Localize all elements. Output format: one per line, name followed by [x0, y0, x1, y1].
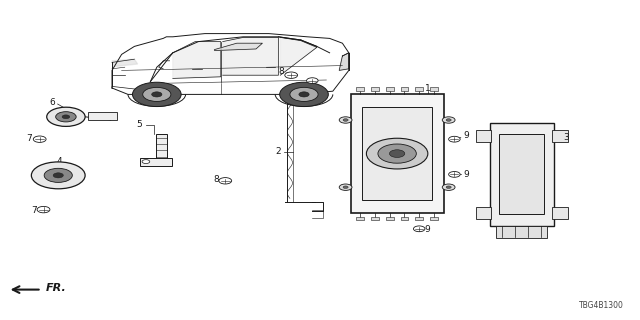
Circle shape — [339, 184, 352, 190]
Text: 9: 9 — [425, 225, 430, 234]
Circle shape — [442, 117, 455, 123]
Bar — [496, 226, 547, 238]
Bar — [351, 94, 444, 213]
Bar — [362, 107, 432, 200]
Bar — [430, 87, 438, 91]
Circle shape — [31, 162, 85, 189]
Circle shape — [142, 160, 150, 164]
Polygon shape — [223, 37, 278, 75]
Circle shape — [389, 150, 405, 157]
Circle shape — [290, 87, 318, 101]
Circle shape — [37, 206, 50, 213]
Circle shape — [33, 136, 46, 142]
Bar — [415, 217, 423, 220]
Bar — [156, 134, 167, 165]
Circle shape — [143, 87, 171, 101]
Bar — [415, 87, 423, 91]
Circle shape — [285, 72, 298, 78]
Bar — [356, 217, 364, 220]
Circle shape — [449, 172, 460, 177]
Text: 8: 8 — [279, 67, 284, 76]
Text: 1: 1 — [425, 84, 430, 93]
Bar — [386, 217, 394, 220]
Text: 2: 2 — [276, 148, 281, 156]
Bar — [499, 134, 544, 214]
Text: 4: 4 — [57, 157, 62, 166]
Bar — [401, 217, 408, 220]
Text: 9: 9 — [463, 170, 468, 179]
Circle shape — [343, 119, 348, 121]
Circle shape — [446, 186, 451, 188]
Bar — [401, 87, 408, 91]
Circle shape — [378, 144, 417, 163]
Circle shape — [44, 168, 72, 182]
Circle shape — [219, 178, 232, 184]
Circle shape — [62, 115, 70, 119]
Text: 9: 9 — [463, 131, 468, 140]
Circle shape — [56, 112, 76, 122]
Circle shape — [343, 186, 348, 188]
Polygon shape — [214, 43, 262, 51]
Circle shape — [280, 82, 328, 107]
Circle shape — [307, 78, 318, 84]
Bar — [490, 123, 554, 226]
Bar — [552, 130, 568, 142]
Text: 7: 7 — [31, 206, 36, 215]
Polygon shape — [112, 59, 138, 67]
Text: TBG4B1300: TBG4B1300 — [579, 301, 624, 310]
Text: FR.: FR. — [46, 283, 67, 293]
Polygon shape — [173, 42, 221, 78]
Circle shape — [53, 173, 63, 178]
Polygon shape — [280, 37, 317, 75]
Bar — [476, 207, 491, 219]
Circle shape — [446, 119, 451, 121]
Text: 7: 7 — [27, 134, 32, 143]
Polygon shape — [339, 53, 349, 70]
Text: 5: 5 — [137, 120, 142, 129]
Bar — [371, 87, 379, 91]
Bar — [430, 217, 438, 220]
Bar — [88, 112, 117, 120]
Bar — [476, 130, 491, 142]
Text: 3: 3 — [564, 133, 569, 142]
Circle shape — [366, 138, 428, 169]
Text: 8: 8 — [214, 175, 219, 184]
Bar — [552, 207, 568, 219]
Circle shape — [339, 117, 352, 123]
Bar — [356, 87, 364, 91]
Circle shape — [132, 82, 181, 107]
Circle shape — [413, 226, 425, 232]
Bar — [140, 158, 172, 166]
Circle shape — [449, 136, 460, 142]
Bar — [386, 87, 394, 91]
Bar — [371, 217, 379, 220]
Circle shape — [152, 92, 162, 97]
Circle shape — [442, 184, 455, 190]
Text: 6: 6 — [50, 98, 55, 107]
Circle shape — [299, 92, 309, 97]
Circle shape — [47, 107, 85, 126]
